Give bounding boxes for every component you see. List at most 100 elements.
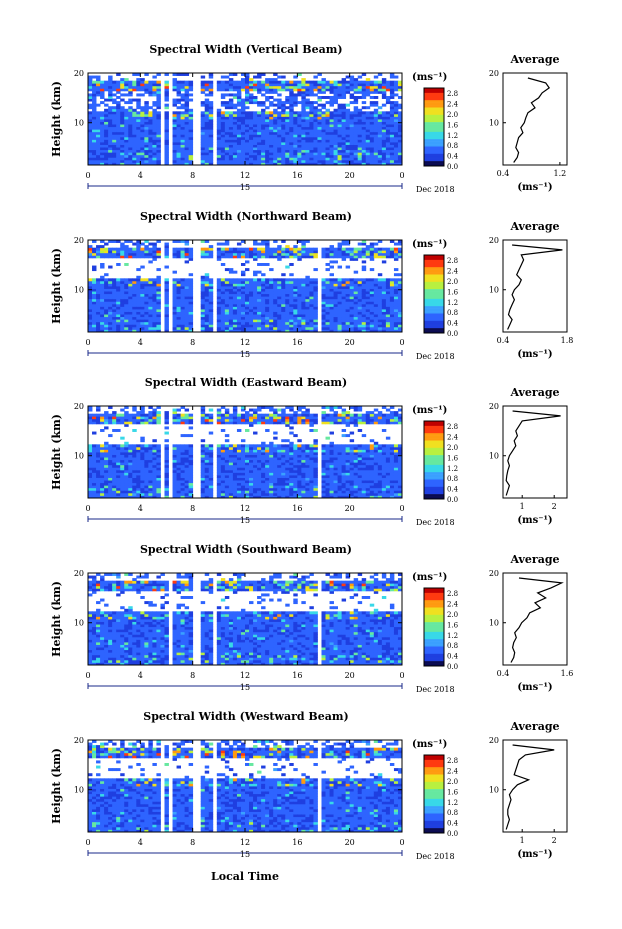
- heatmap-cell: [172, 444, 177, 448]
- heatmap-cell: [188, 480, 194, 484]
- heatmap-cell: [140, 490, 145, 494]
- heatmap-cell: [333, 119, 338, 122]
- heatmap-cell: [188, 314, 194, 318]
- heatmap-cell: [313, 252, 318, 256]
- heatmap-cell: [301, 326, 306, 330]
- heatmap-cell: [232, 144, 238, 148]
- heatmap-cell: [152, 247, 157, 251]
- heatmap-cell: [381, 144, 387, 148]
- heatmap-cell: [373, 301, 379, 305]
- heatmap-cell: [240, 85, 246, 89]
- heatmap-cell: [293, 291, 298, 295]
- heatmap-cell: [353, 96, 359, 99]
- x-tick-label: 0: [399, 171, 404, 180]
- heatmap-cell: [389, 278, 395, 282]
- heatmap-cell: [200, 116, 206, 120]
- heatmap-cell: [88, 296, 93, 300]
- heatmap-cell: [269, 255, 274, 259]
- heatmap-cell: [164, 265, 169, 269]
- heatmap-cell: [128, 475, 133, 478]
- heatmap-cell: [397, 85, 403, 89]
- heatmap-cell: [224, 280, 230, 284]
- heatmap-cell: [337, 136, 343, 140]
- heatmap-cell: [361, 111, 367, 115]
- heatmap-cell: [96, 480, 101, 484]
- heatmap-cell: [261, 157, 266, 161]
- heatmap-cell: [108, 306, 113, 310]
- heatmap-cell: [92, 477, 97, 481]
- heatmap-cell: [208, 134, 214, 138]
- heatmap-cell: [240, 149, 246, 153]
- heatmap-cell: [349, 157, 355, 161]
- heatmap-cell: [128, 298, 133, 302]
- heatmap-cell: [345, 144, 351, 148]
- heatmap-cell: [136, 306, 141, 310]
- heatmap-cell: [96, 288, 101, 292]
- heatmap-cell: [393, 273, 399, 277]
- heatmap-cell: [337, 93, 343, 97]
- heatmap-cell: [269, 134, 274, 138]
- heatmap-cell: [285, 324, 290, 328]
- heatmap-cell: [309, 283, 314, 287]
- heatmap-cell: [249, 113, 254, 117]
- heatmap-cell: [277, 113, 282, 117]
- heatmap-cell: [108, 472, 113, 476]
- heatmap-cell: [148, 136, 153, 140]
- heatmap-cell: [361, 298, 367, 302]
- heatmap-cell: [100, 129, 105, 133]
- heatmap-cell: [108, 154, 113, 158]
- heatmap-cell: [140, 93, 145, 97]
- heatmap-cell: [224, 131, 230, 135]
- colorbar-tick-label: 2.4: [447, 101, 459, 109]
- heatmap-cell: [120, 421, 125, 425]
- heatmap-cell: [313, 108, 318, 112]
- heatmap-cell: [289, 111, 294, 115]
- beam-panel: Spectral Width (Vertical Beam)2010Height…: [50, 43, 568, 194]
- heatmap-cell: [140, 159, 145, 163]
- heatmap-cell: [329, 303, 334, 307]
- heatmap-cell: [297, 293, 302, 297]
- heatmap-cell: [116, 283, 121, 287]
- heatmap-cell: [245, 75, 250, 79]
- heatmap-cell: [156, 306, 161, 310]
- heatmap-cell: [116, 449, 121, 453]
- heatmap-cell: [249, 314, 254, 318]
- heatmap-cell: [172, 306, 177, 310]
- heatmap-cell: [120, 85, 125, 89]
- heatmap-cell: [293, 283, 298, 287]
- heatmap-cell: [357, 108, 363, 112]
- heatmap-cell: [116, 311, 121, 315]
- heatmap-cell: [104, 485, 109, 489]
- heatmap-cell: [116, 263, 121, 266]
- heatmap-cell: [301, 324, 306, 328]
- heatmap-cell: [112, 319, 117, 323]
- heatmap-cell: [152, 257, 157, 261]
- heatmap-cell: [116, 80, 121, 84]
- heatmap-cell: [128, 464, 133, 468]
- heatmap-cell: [297, 326, 302, 330]
- colorbar-segment: [424, 95, 444, 99]
- heatmap-cell: [92, 136, 97, 140]
- heatmap-cell: [313, 136, 318, 140]
- heatmap-cell: [184, 459, 190, 463]
- colorbar-tick-label: 2.8: [447, 90, 458, 98]
- heatmap-cell: [92, 247, 97, 251]
- heatmap-cell: [200, 293, 206, 297]
- heatmap-cell: [240, 108, 246, 112]
- heatmap-cell: [128, 147, 133, 151]
- heatmap-cell: [96, 280, 101, 284]
- heatmap-cell: [393, 93, 399, 97]
- heatmap-cell: [108, 329, 113, 333]
- heatmap-cell: [369, 101, 375, 105]
- heatmap-cell: [116, 157, 121, 161]
- heatmap-cell: [289, 309, 294, 312]
- heatmap-cell: [140, 298, 145, 302]
- heatmap-cell: [108, 319, 113, 323]
- heatmap-cell: [369, 278, 375, 282]
- heatmap-cell: [224, 286, 230, 289]
- heatmap-cell: [112, 490, 117, 494]
- heatmap-cell: [373, 306, 379, 310]
- heatmap-cell: [305, 80, 310, 84]
- heatmap-cell: [184, 119, 190, 122]
- heatmap-cell: [220, 162, 226, 166]
